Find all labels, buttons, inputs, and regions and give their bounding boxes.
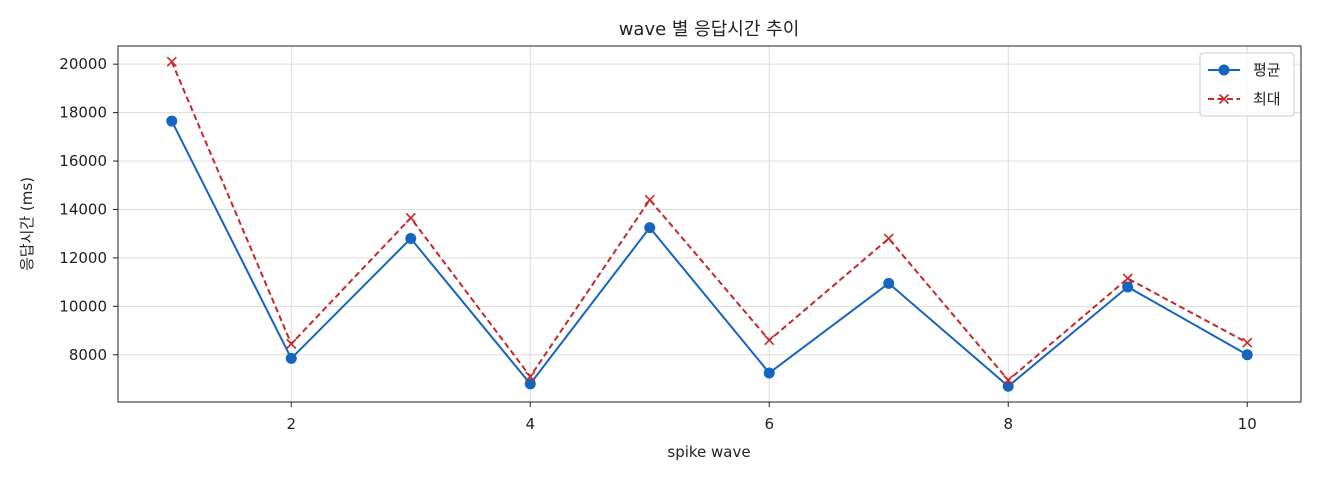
data-point bbox=[525, 371, 536, 382]
data-point bbox=[405, 233, 417, 245]
data-point bbox=[166, 56, 177, 67]
x-tick-label: 4 bbox=[525, 415, 535, 433]
data-point bbox=[883, 277, 895, 289]
x-tick-label: 2 bbox=[286, 415, 296, 433]
plot-frame bbox=[117, 45, 1302, 403]
series-line bbox=[170, 61, 1248, 382]
y-tick-label: 10000 bbox=[59, 297, 107, 315]
series-line bbox=[170, 120, 1248, 388]
y-axis-label: 응답시간 (ms) bbox=[18, 177, 36, 271]
data-point bbox=[764, 335, 775, 346]
data-point bbox=[1122, 273, 1133, 284]
data-point bbox=[763, 367, 775, 379]
data-point bbox=[644, 222, 656, 234]
y-tick-label: 18000 bbox=[59, 104, 107, 122]
x-tick-label: 8 bbox=[1003, 415, 1013, 433]
y-tick-label: 12000 bbox=[59, 249, 107, 267]
data-point bbox=[1242, 337, 1253, 348]
axes-layer: 2 4 6 8 10 8000 10000 12000 14000 16000 18000 20000 bbox=[59, 45, 1302, 433]
legend-item: 평균 bbox=[1208, 61, 1281, 79]
series-2 bbox=[166, 56, 1253, 386]
data-point bbox=[286, 338, 297, 349]
data-point bbox=[166, 115, 178, 127]
legend-marker bbox=[1218, 93, 1230, 105]
data-point bbox=[524, 378, 536, 390]
grid-layer bbox=[118, 46, 1301, 402]
data-point bbox=[1241, 349, 1253, 361]
legend-marker bbox=[1218, 64, 1230, 76]
y-tick-label: 14000 bbox=[59, 200, 107, 218]
data-point bbox=[285, 352, 297, 364]
series-1 bbox=[166, 115, 1253, 392]
data-point bbox=[1003, 375, 1014, 386]
x-axis-label: spike wave bbox=[667, 443, 750, 461]
data-point bbox=[883, 233, 894, 244]
legend-label: 최대 bbox=[1253, 90, 1281, 108]
y-tick-label: 20000 bbox=[59, 55, 107, 73]
y-tick-label: 8000 bbox=[69, 346, 107, 364]
data-point bbox=[644, 194, 655, 205]
chart-title: wave 별 응답시간 추이 bbox=[619, 19, 800, 40]
data-point bbox=[405, 212, 416, 224]
series-layer bbox=[166, 56, 1253, 392]
legend-label: 평균 bbox=[1253, 61, 1281, 79]
x-tick-label: 6 bbox=[764, 415, 774, 433]
y-tick-label: 16000 bbox=[59, 152, 107, 170]
x-tick-label: 10 bbox=[1238, 415, 1257, 433]
legend-item: 최대 bbox=[1208, 90, 1281, 108]
data-point bbox=[1122, 281, 1134, 293]
